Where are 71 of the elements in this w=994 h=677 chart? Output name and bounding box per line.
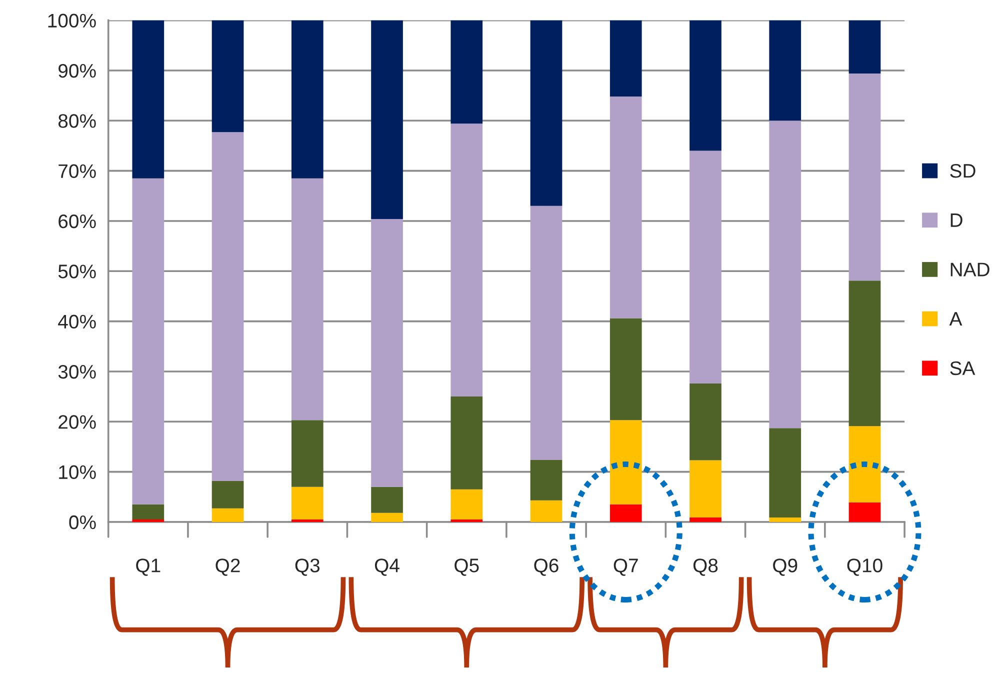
bar <box>212 132 244 481</box>
bar <box>450 20 483 124</box>
x-tick-label: Q3 <box>295 558 320 576</box>
bar <box>371 512 403 522</box>
legend-label: A <box>949 312 962 326</box>
legend-label: SA <box>950 361 976 376</box>
bar <box>530 460 562 500</box>
bar <box>610 504 642 522</box>
bar <box>769 428 802 518</box>
bar <box>690 384 722 460</box>
bar <box>450 489 483 520</box>
bar <box>291 486 324 520</box>
bar <box>132 20 164 178</box>
bar <box>690 20 722 151</box>
bar <box>291 20 324 178</box>
bar <box>690 460 722 518</box>
bar <box>530 206 562 460</box>
x-tick-label: Q1 <box>136 558 160 576</box>
bar <box>132 519 164 522</box>
y-tick-label: 30% <box>58 364 96 379</box>
bar <box>530 500 562 522</box>
y-tick-label: 70% <box>58 164 96 178</box>
bar <box>212 20 244 132</box>
y-tick-label: 20% <box>58 415 96 429</box>
bar <box>371 218 403 487</box>
bar <box>291 420 324 487</box>
bar <box>610 420 642 504</box>
bar <box>291 178 324 420</box>
y-tick-label: 100% <box>48 14 96 28</box>
x-tick-label: Q2 <box>216 558 240 576</box>
y-tick-label: 40% <box>58 314 96 329</box>
y-tick-label: 80% <box>58 114 96 128</box>
y-tick-label: 90% <box>58 64 96 78</box>
bar <box>450 124 483 397</box>
bar <box>848 502 881 522</box>
bar <box>690 517 722 522</box>
bar <box>450 396 483 490</box>
x-tick-label: Q4 <box>374 558 400 576</box>
bar <box>450 519 483 522</box>
x-tick-label: Q10 <box>847 558 882 576</box>
bar <box>371 486 403 513</box>
x-tick-label: Q8 <box>693 558 718 576</box>
bar <box>212 508 244 522</box>
legend-label: NAD <box>950 262 990 276</box>
bar <box>212 480 244 508</box>
bar <box>132 178 164 504</box>
x-tick-label: Q9 <box>773 558 798 576</box>
bar <box>848 426 881 502</box>
bar <box>371 20 403 219</box>
bar <box>610 318 642 420</box>
y-tick-label: 10% <box>59 465 96 480</box>
bar <box>769 20 802 121</box>
bar <box>769 120 802 428</box>
bar <box>848 73 881 281</box>
y-tick-label: 50% <box>58 264 96 278</box>
bar <box>291 519 324 522</box>
bar <box>610 96 642 318</box>
y-tick-label: 0% <box>69 515 96 530</box>
bar <box>610 20 642 97</box>
bar <box>848 280 881 426</box>
x-tick-label: Q5 <box>454 558 479 576</box>
bar <box>769 517 802 522</box>
x-tick-label: Q7 <box>614 558 638 576</box>
y-tick-label: 60% <box>58 214 96 228</box>
legend-label: SD <box>950 164 976 178</box>
bar <box>132 504 164 520</box>
bar <box>530 20 562 206</box>
bar <box>690 150 722 384</box>
x-tick-label: Q6 <box>534 558 558 576</box>
legend-label: D <box>950 214 962 227</box>
bar <box>848 20 881 74</box>
